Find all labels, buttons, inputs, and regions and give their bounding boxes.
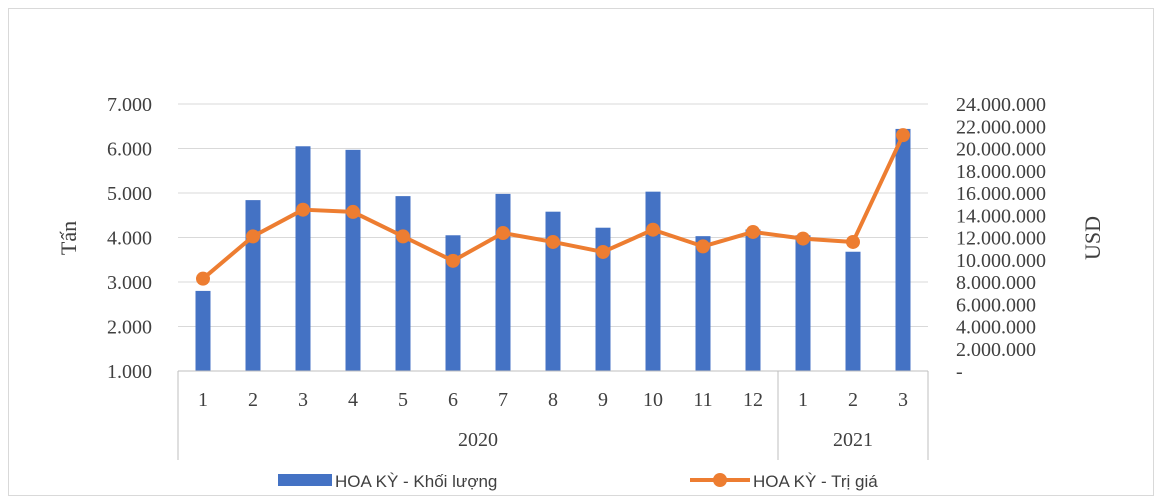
- bar: [345, 149, 361, 371]
- legend-swatch-bar: [278, 474, 332, 486]
- right-tick-label: 6.000.000: [956, 294, 1036, 316]
- line-point: [396, 229, 410, 244]
- category-label: 3: [298, 389, 308, 411]
- bar: [795, 235, 811, 371]
- right-tick-label: 18.000.000: [956, 161, 1046, 183]
- line-series-tri-gia: [196, 128, 910, 286]
- line-point: [446, 253, 460, 268]
- category-label: 3: [898, 389, 908, 411]
- category-label: 1: [198, 389, 208, 411]
- right-tick-label: 8.000.000: [956, 272, 1036, 294]
- left-tick-label: 4.000: [107, 228, 152, 250]
- left-axis: 1.000 2.000 3.000 4.000 5.000 6.000 7.000: [107, 94, 152, 383]
- right-axis: -2.000.0004.000.0006.000.0008.000.00010.…: [956, 94, 1046, 383]
- line-point: [846, 234, 860, 249]
- group-label: 2020: [458, 429, 498, 451]
- line-point: [896, 128, 910, 143]
- right-tick-label: 10.000.000: [956, 250, 1046, 272]
- bar: [245, 200, 261, 371]
- bar: [845, 251, 861, 371]
- bar: [445, 235, 461, 371]
- line-point: [646, 222, 660, 237]
- bar: [545, 211, 561, 371]
- category-label: 5: [398, 389, 408, 411]
- right-axis-title: USD: [1080, 216, 1105, 260]
- legend-label: HOA KỲ - Khối lượng: [335, 472, 497, 491]
- bar-series-khoi-luong: [195, 128, 911, 371]
- right-tick-label: 16.000.000: [956, 183, 1046, 205]
- right-tick-label: 4.000.000: [956, 317, 1036, 339]
- category-label: 2: [248, 389, 258, 411]
- right-tick-label: 2.000.000: [956, 339, 1036, 361]
- left-tick-label: 6.000: [107, 139, 152, 161]
- legend-swatch-marker: [713, 473, 727, 487]
- category-label: 7: [498, 389, 508, 411]
- left-tick-label: 1.000: [107, 361, 152, 383]
- category-label: 9: [598, 389, 608, 411]
- left-tick-label: 2.000: [107, 317, 152, 339]
- left-axis-title: Tấn: [56, 221, 81, 255]
- bar: [645, 191, 661, 371]
- line-point: [296, 202, 310, 217]
- left-tick-label: 5.000: [107, 183, 152, 205]
- right-tick-label: -: [956, 361, 963, 383]
- bar: [395, 196, 411, 371]
- bar: [695, 236, 711, 371]
- line-point: [246, 229, 260, 244]
- line-point: [796, 231, 810, 246]
- legend: HOA KỲ - Khối lượng HOA KỲ - Trị giá: [278, 472, 878, 491]
- bar: [195, 290, 211, 371]
- line-point: [746, 224, 760, 239]
- category-label: 8: [548, 389, 558, 411]
- bar: [495, 193, 511, 371]
- line-point: [546, 234, 560, 249]
- line-point: [346, 204, 360, 219]
- right-tick-label: 24.000.000: [956, 94, 1046, 116]
- category-label: 12: [743, 389, 763, 411]
- bar: [595, 227, 611, 371]
- category-label: 4: [348, 389, 358, 411]
- right-tick-label: 22.000.000: [956, 116, 1046, 138]
- bar: [295, 146, 311, 371]
- line-point: [696, 239, 710, 254]
- category-label: 2: [848, 389, 858, 411]
- category-label: 10: [643, 389, 663, 411]
- line-point: [496, 226, 510, 241]
- left-tick-label: 7.000: [107, 94, 152, 116]
- legend-label: HOA KỲ - Trị giá: [753, 472, 878, 491]
- left-tick-label: 3.000: [107, 272, 152, 294]
- category-label: 1: [798, 389, 808, 411]
- line-point: [596, 244, 610, 259]
- right-tick-label: 14.000.000: [956, 205, 1046, 227]
- right-tick-label: 12.000.000: [956, 228, 1046, 250]
- category-label: 11: [693, 389, 712, 411]
- chart-frame: [8, 8, 1154, 496]
- bar: [895, 128, 911, 371]
- group-label: 2021: [833, 429, 873, 451]
- category-label: 6: [448, 389, 458, 411]
- line-point: [196, 271, 210, 286]
- bar: [745, 229, 761, 371]
- right-tick-label: 20.000.000: [956, 139, 1046, 161]
